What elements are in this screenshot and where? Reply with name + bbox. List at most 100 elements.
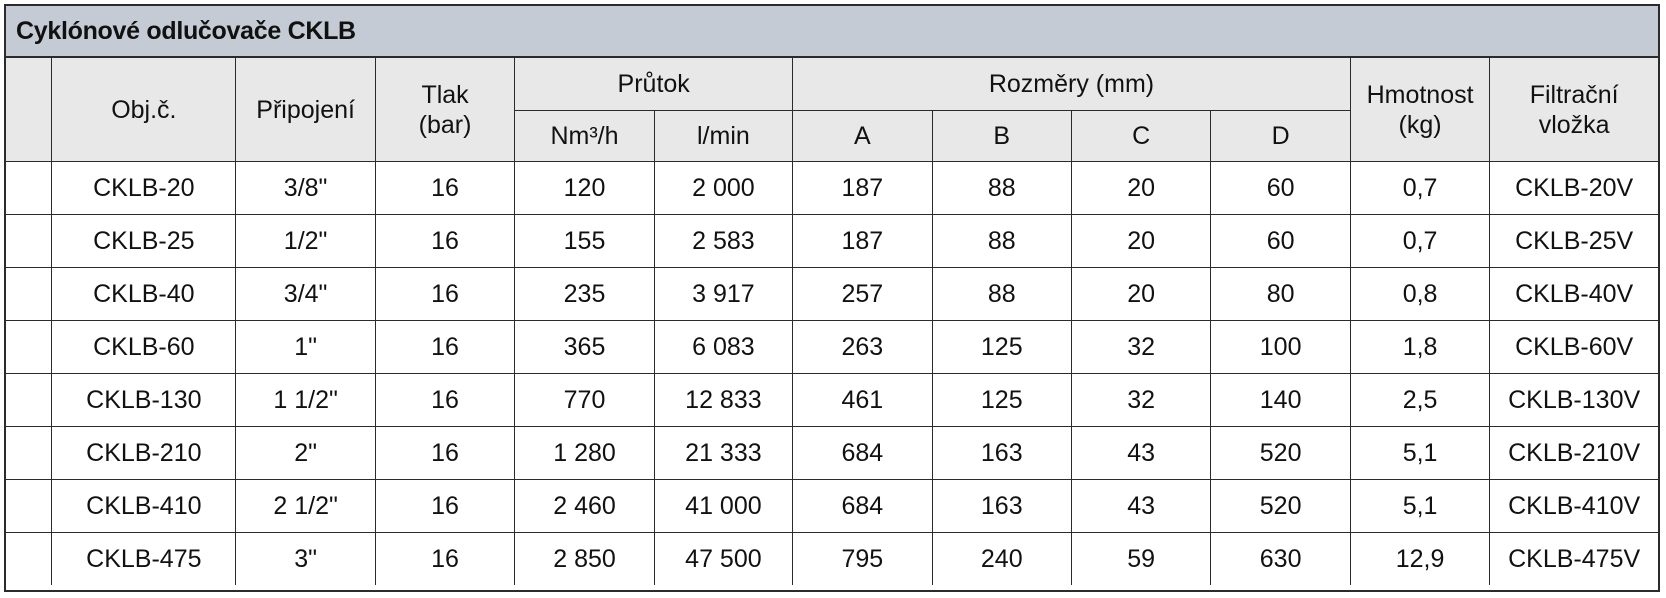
cell-c: 32 [1070, 320, 1212, 374]
table-title: Cyklónové odlučovače CKLB [16, 16, 356, 45]
cell-nm3h: 365 [514, 320, 655, 374]
cell-d: 60 [1210, 214, 1351, 268]
cell-pripojeni: 3/4" [235, 267, 376, 321]
cell-pripojeni: 2" [235, 426, 376, 480]
cell-pripojeni: 2 1/2" [235, 479, 376, 533]
cell-pripojeni: 1 1/2" [235, 373, 376, 427]
cell-b: 163 [931, 479, 1072, 533]
cell-nm3h: 120 [514, 161, 655, 215]
cell-b: 125 [931, 320, 1072, 374]
table-row: CKLB-40 3/4" 16 235 3 917 257 88 20 80 0,8 CKLB-40… [6, 267, 1658, 321]
cell-obj: CKLB-25 [51, 214, 237, 268]
cell-lmin: 21 333 [653, 426, 794, 480]
cell-hmotnost: 1,8 [1349, 320, 1491, 374]
table-row: CKLB-475 3" 16 2 850 47 500 795 240 59 630 12,9 CK… [6, 532, 1658, 585]
cell-hmotnost: 5,1 [1349, 426, 1491, 480]
cell-tlak: 16 [374, 532, 516, 585]
header-rozmery: Rozměry (mm) [792, 58, 1351, 111]
cell-hmotnost: 5,1 [1349, 479, 1491, 533]
cell-obj: CKLB-410 [51, 479, 237, 533]
cell-b: 240 [931, 532, 1072, 585]
cell-vlozka: CKLB-40V [1489, 267, 1658, 321]
cell-b: 125 [931, 373, 1072, 427]
cell-tlak: 16 [374, 479, 516, 533]
header-pripojeni: Připojení [235, 58, 376, 162]
cell-a: 795 [792, 532, 933, 585]
header-tlak-unit: (bar) [418, 110, 472, 139]
cell-hmotnost: 0,7 [1349, 214, 1491, 268]
header-prutok-nm3h: Nm³/h [514, 110, 655, 162]
header-dim-a: A [792, 110, 933, 162]
cell-tlak: 16 [374, 373, 516, 427]
header-dim-c: C [1070, 110, 1212, 162]
cell-vlozka: CKLB-410V [1489, 479, 1658, 533]
header-dim-b: B [931, 110, 1072, 162]
row-blank-cell [6, 214, 53, 268]
cell-b: 88 [931, 161, 1072, 215]
row-blank-cell [6, 426, 53, 480]
header-tlak: Tlak (bar) [374, 58, 516, 162]
cell-hmotnost: 2,5 [1349, 373, 1491, 427]
cell-lmin: 41 000 [653, 479, 794, 533]
cell-hmotnost: 12,9 [1349, 532, 1491, 585]
cell-lmin: 2 000 [653, 161, 794, 215]
cell-d: 140 [1210, 373, 1351, 427]
cell-a: 684 [792, 426, 933, 480]
cell-d: 60 [1210, 161, 1351, 215]
cell-obj: CKLB-210 [51, 426, 237, 480]
cell-a: 187 [792, 214, 933, 268]
cell-lmin: 2 583 [653, 214, 794, 268]
cell-c: 43 [1070, 479, 1212, 533]
header-vlozka-label: vložka [1538, 110, 1610, 139]
row-blank-cell [6, 373, 53, 427]
cell-c: 20 [1070, 161, 1212, 215]
cell-tlak: 16 [374, 320, 516, 374]
cyclone-separator-table: Obj.č. Připojení Tlak (bar) Průtok Rozmě… [6, 58, 1658, 585]
cell-vlozka: CKLB-25V [1489, 214, 1658, 268]
cell-lmin: 6 083 [653, 320, 794, 374]
cell-d: 80 [1210, 267, 1351, 321]
cell-c: 59 [1070, 532, 1212, 585]
cell-tlak: 16 [374, 426, 516, 480]
cell-vlozka: CKLB-130V [1489, 373, 1658, 427]
table-row: CKLB-25 1/2" 16 155 2 583 187 88 20 60 0,7 CKLB-25… [6, 214, 1658, 268]
cell-pripojeni: 1/2" [235, 214, 376, 268]
cell-hmotnost: 0,8 [1349, 267, 1491, 321]
cell-lmin: 12 833 [653, 373, 794, 427]
header-dim-d: D [1210, 110, 1351, 162]
table-row: CKLB-410 2 1/2" 16 2 460 41 000 684 163 43 520 5,… [6, 479, 1658, 533]
row-blank-cell [6, 479, 53, 533]
cell-d: 520 [1210, 479, 1351, 533]
cell-tlak: 16 [374, 161, 516, 215]
cell-nm3h: 2 460 [514, 479, 655, 533]
header-prutok: Průtok [514, 58, 794, 111]
header-row-2: Nm³/h l/min A B C D [6, 110, 1658, 162]
product-table-frame: Cyklónové odlučovače CKLB Obj.č. Připoje… [4, 4, 1660, 592]
row-blank-cell [6, 267, 53, 321]
cell-b: 88 [931, 214, 1072, 268]
cell-nm3h: 2 850 [514, 532, 655, 585]
cell-c: 32 [1070, 373, 1212, 427]
table-title-bar: Cyklónové odlučovače CKLB [6, 6, 1658, 58]
cell-pripojeni: 3/8" [235, 161, 376, 215]
cell-tlak: 16 [374, 267, 516, 321]
cell-nm3h: 1 280 [514, 426, 655, 480]
cell-d: 630 [1210, 532, 1351, 585]
cell-pripojeni: 3" [235, 532, 376, 585]
cell-obj: CKLB-60 [51, 320, 237, 374]
cell-nm3h: 235 [514, 267, 655, 321]
cell-obj: CKLB-130 [51, 373, 237, 427]
table-row: CKLB-210 2" 16 1 280 21 333 684 163 43 520 5,1 CKL… [6, 426, 1658, 480]
header-row-1: Obj.č. Připojení Tlak (bar) Průtok Rozmě… [6, 58, 1658, 162]
cell-vlozka: CKLB-210V [1489, 426, 1658, 480]
cell-c: 20 [1070, 267, 1212, 321]
cell-nm3h: 155 [514, 214, 655, 268]
cell-obj: CKLB-475 [51, 532, 237, 585]
cell-b: 163 [931, 426, 1072, 480]
header-obj: Obj.č. [51, 58, 237, 162]
cell-pripojeni: 1" [235, 320, 376, 374]
cell-a: 263 [792, 320, 933, 374]
cell-obj: CKLB-20 [51, 161, 237, 215]
cell-c: 20 [1070, 214, 1212, 268]
cell-lmin: 3 917 [653, 267, 794, 321]
